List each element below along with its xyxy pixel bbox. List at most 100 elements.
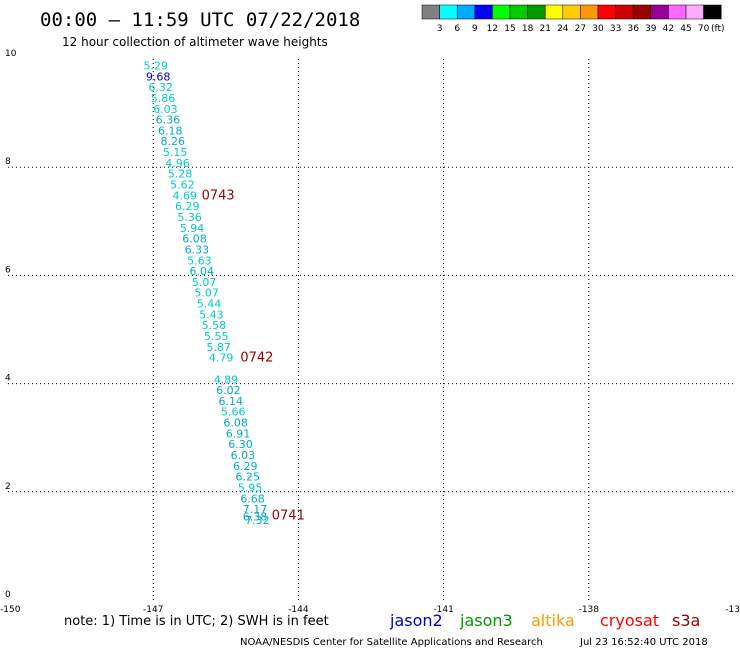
color-scale-swatch <box>650 4 669 20</box>
color-scale-label: 21 <box>539 24 550 34</box>
wave-height-label: 9.68 <box>146 70 171 83</box>
wave-height-label: 5.43 <box>199 308 224 321</box>
color-scale-label: 15 <box>504 24 515 34</box>
wave-height-label: 6.91 <box>226 427 251 440</box>
wave-height-label: 5.58 <box>202 319 227 332</box>
y-tick-label: 0 <box>5 590 11 600</box>
color-scale-label: 24 <box>557 24 569 34</box>
color-scale-label: 6 <box>454 24 460 34</box>
color-scale-swatch <box>685 4 704 20</box>
color-scale-swatch <box>562 4 581 20</box>
footer-note: note: 1) Time is in UTC; 2) SWH is in fe… <box>64 614 329 629</box>
x-tick-label: -144 <box>288 605 309 615</box>
color-scale-swatch <box>509 4 528 20</box>
color-scale-swatch <box>580 4 599 20</box>
plot-area: -150 -147 -144 -141 -138 -1302468105.299.686.… <box>0 49 740 615</box>
wave-height-label: 6.14 <box>219 395 244 408</box>
wave-height-label: 5.07 <box>192 276 217 289</box>
color-scale-label: 27 <box>575 24 586 34</box>
wave-height-label: 5.87 <box>206 341 231 354</box>
wave-height-label: 4.96 <box>165 157 190 170</box>
wave-height-label: 6.03 <box>153 103 178 116</box>
wave-height-label: 6.36 <box>156 114 181 127</box>
color-scale-label: 33 <box>610 24 621 34</box>
y-tick-label: 6 <box>5 265 11 275</box>
wave-height-label: 6.32 <box>148 81 173 94</box>
x-tick-label: -141 <box>433 605 453 615</box>
y-tick-label: 2 <box>5 482 11 492</box>
x-tick-label: -147 <box>143 605 163 615</box>
wave-height-label: 5.29 <box>144 59 169 72</box>
color-scale-swatch <box>544 4 564 20</box>
wave-height-label: 6.38 <box>243 511 267 524</box>
wave-height-label: 7.17 <box>243 503 267 516</box>
color-scale-label: 36 <box>627 24 639 34</box>
wave-height-label: 6.33 <box>185 243 210 256</box>
color-scale-label: 18 <box>522 24 534 34</box>
time-label: 0741 <box>272 509 305 524</box>
wave-height-label: 6.68 <box>240 492 265 505</box>
wave-height-label: 4.79 <box>209 352 234 365</box>
color-scale-swatch <box>439 4 458 20</box>
y-tick-label: 4 <box>5 374 11 384</box>
color-scale-swatch <box>456 4 476 20</box>
color-scale-swatch <box>668 4 687 20</box>
chart-subtitle: 12 hour collection of altimeter wave hei… <box>62 35 328 49</box>
x-tick-label: -13 <box>725 605 740 615</box>
legend-item-jason2: jason2 <box>389 611 443 630</box>
wave-height-label: 6.04 <box>190 265 215 278</box>
color-scale-swatch <box>632 4 652 20</box>
wave-height-label: 6.29 <box>175 200 200 213</box>
wave-height-label: 5.55 <box>204 330 229 343</box>
wave-height-label: 6.08 <box>182 233 207 246</box>
wave-height-label: 6.29 <box>233 460 258 473</box>
wave-height-label: 5.44 <box>197 298 222 311</box>
color-scale-swatch <box>421 4 440 20</box>
color-scale-label: 9 <box>472 24 478 34</box>
footer-credit: NOAA/NESDIS Center for Satellite Applica… <box>240 637 543 648</box>
wave-height-label: 5.36 <box>177 211 202 224</box>
color-scale-swatch <box>597 4 616 20</box>
color-scale-swatch <box>527 4 546 20</box>
time-label: 0742 <box>240 351 273 366</box>
wave-height-label: 6.03 <box>231 449 256 462</box>
wave-height-label: 6.18 <box>158 124 183 137</box>
footer-timestamp: Jul 23 16:52:40 UTC 2018 <box>579 637 708 648</box>
y-tick-label: 8 <box>5 157 11 167</box>
wave-height-label: 5.28 <box>168 168 193 181</box>
wave-height-label: 5.07 <box>194 287 219 300</box>
x-tick-label: -150 <box>0 605 21 615</box>
wave-height-label: 6.08 <box>223 417 248 430</box>
wave-height-label: 6.25 <box>235 471 259 484</box>
color-scale-unit: (ft) <box>711 24 725 34</box>
wave-height-label: 7.32 <box>245 514 270 527</box>
time-label: 0743 <box>202 188 235 203</box>
wave-height-label: 5.86 <box>151 92 176 105</box>
color-scale-swatch <box>703 4 722 20</box>
legend-item-altika: altika <box>531 611 575 630</box>
wave-height-label: 6.30 <box>228 438 253 451</box>
wave-height-label: 8.26 <box>160 135 185 148</box>
color-scale-label: 30 <box>592 24 604 34</box>
legend-item-s3a: s3a <box>672 611 700 630</box>
wave-height-label: 4.89 <box>214 373 239 386</box>
legend-item-jason3: jason3 <box>459 611 513 630</box>
y-tick-label: 10 <box>5 49 17 59</box>
wave-height-label: 5.63 <box>187 254 212 267</box>
wave-height-label: 5.62 <box>170 179 195 192</box>
color-scale-label: 12 <box>487 24 498 34</box>
color-scale-label: 39 <box>645 24 657 34</box>
x-tick-label: -138 <box>579 605 600 615</box>
color-scale-label: 70 <box>698 24 710 34</box>
color-scale-swatch <box>474 4 493 20</box>
satellite-legend: jason2 jason3 altika cryosat s3a <box>389 611 700 630</box>
wave-height-label: 5.95 <box>238 481 263 494</box>
wave-height-label: 4.69 <box>173 189 198 202</box>
wave-height-label: 6.02 <box>216 384 241 397</box>
wave-height-label: 5.94 <box>180 222 205 235</box>
wave-height-label: 5.15 <box>163 146 188 159</box>
color-scale-label: 42 <box>663 24 674 34</box>
legend-item-cryosat: cryosat <box>600 611 659 630</box>
wave-height-label: 5.66 <box>221 406 246 419</box>
